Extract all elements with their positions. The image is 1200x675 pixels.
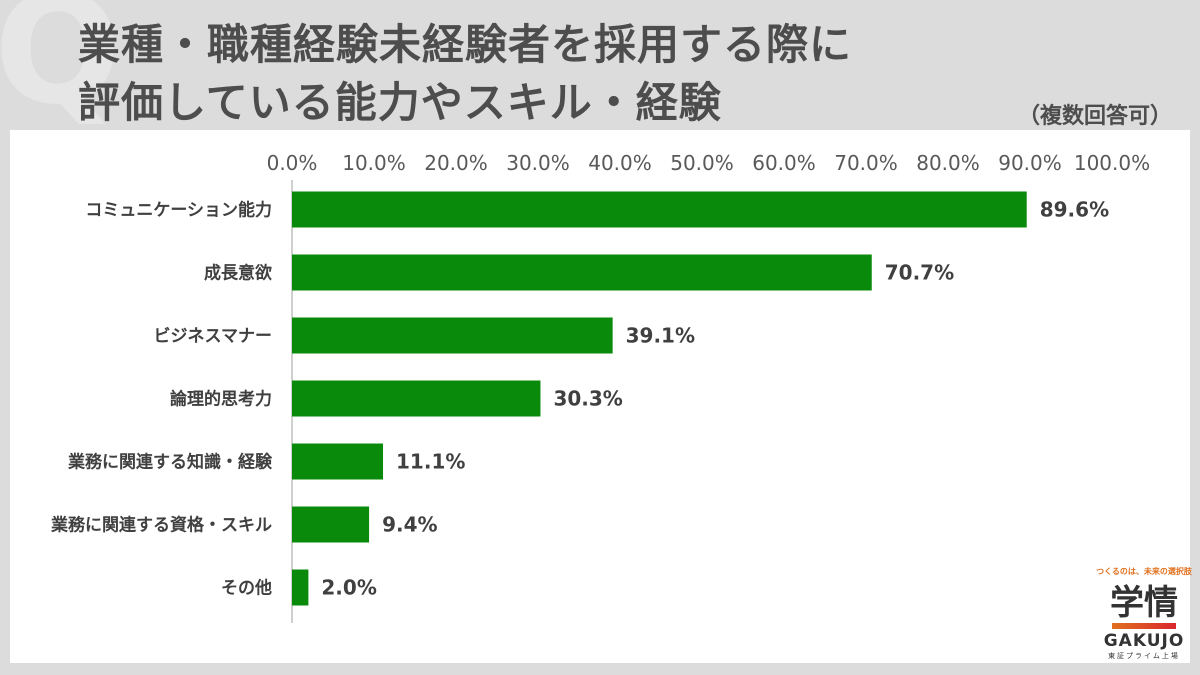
x-tick-label: 100.0% (1074, 151, 1150, 175)
data-label: 39.1% (626, 324, 695, 348)
bar (292, 380, 541, 417)
logo-accent-bar (1112, 623, 1176, 629)
x-tick-label: 60.0% (752, 151, 816, 175)
x-tick-label: 10.0% (342, 151, 406, 175)
page-title: 業種・職種経験未経験者を採用する際に 評価している能力やスキル・経験 (78, 16, 852, 132)
gakujo-logo: つくるのは、未来の選択肢 学情 GAKUJO 東証プライム上場 (1094, 566, 1194, 661)
logo-subtext: 東証プライム上場 (1108, 652, 1180, 660)
logo-mark: 学情 (1110, 583, 1178, 623)
bar (292, 506, 370, 543)
bar-chart: 0.0% 10.0% 20.0% 30.0% 40.0% 50.0% 60.0% 70.0% 8… (51, 151, 1150, 623)
x-tick-label: 0.0% (267, 151, 318, 175)
bar (292, 443, 384, 480)
x-tick-label: 40.0% (588, 151, 652, 175)
category-label: 成長意欲 (204, 263, 272, 284)
logo-tagline: つくるのは、未来の選択肢 (1096, 567, 1192, 576)
data-label: 9.4% (382, 513, 437, 537)
data-label: 30.3% (553, 387, 622, 411)
multiple-answer-note: （複数回答可） (1017, 104, 1172, 129)
data-label: 89.6% (1040, 198, 1109, 222)
chart-panel: 0.0% 10.0% 20.0% 30.0% 40.0% 50.0% 60.0% 70.0% 8… (10, 130, 1190, 663)
x-tick-label: 50.0% (670, 151, 734, 175)
category-label: ビジネスマナー (154, 327, 273, 347)
x-tick-label: 70.0% (834, 151, 898, 175)
x-tick-label: 30.0% (506, 151, 570, 175)
bar (292, 317, 613, 354)
q-mark-decoration: Q (0, 0, 122, 138)
logo-brand: GAKUJO (1103, 631, 1185, 651)
category-label: 業務に関連する資格・スキル (51, 515, 272, 536)
category-label: コミュニケーション能力 (85, 200, 272, 221)
category-label: 業務に関連する知識・経験 (68, 452, 273, 473)
title-line-1: 業種・職種経験未経験者を採用する際に (78, 20, 853, 69)
data-label: 2.0% (321, 576, 376, 600)
category-label: 論理的思考力 (170, 389, 272, 410)
bar (292, 254, 872, 291)
bar (292, 569, 309, 606)
bar (292, 191, 1027, 228)
x-tick-label: 90.0% (998, 151, 1062, 175)
data-label: 70.7% (885, 261, 954, 285)
title-line-2: 評価している能力やスキル・経験 (78, 78, 722, 127)
x-tick-label: 80.0% (916, 151, 980, 175)
data-label: 11.1% (396, 450, 465, 474)
category-label: その他 (221, 578, 272, 599)
x-tick-label: 20.0% (424, 151, 488, 175)
